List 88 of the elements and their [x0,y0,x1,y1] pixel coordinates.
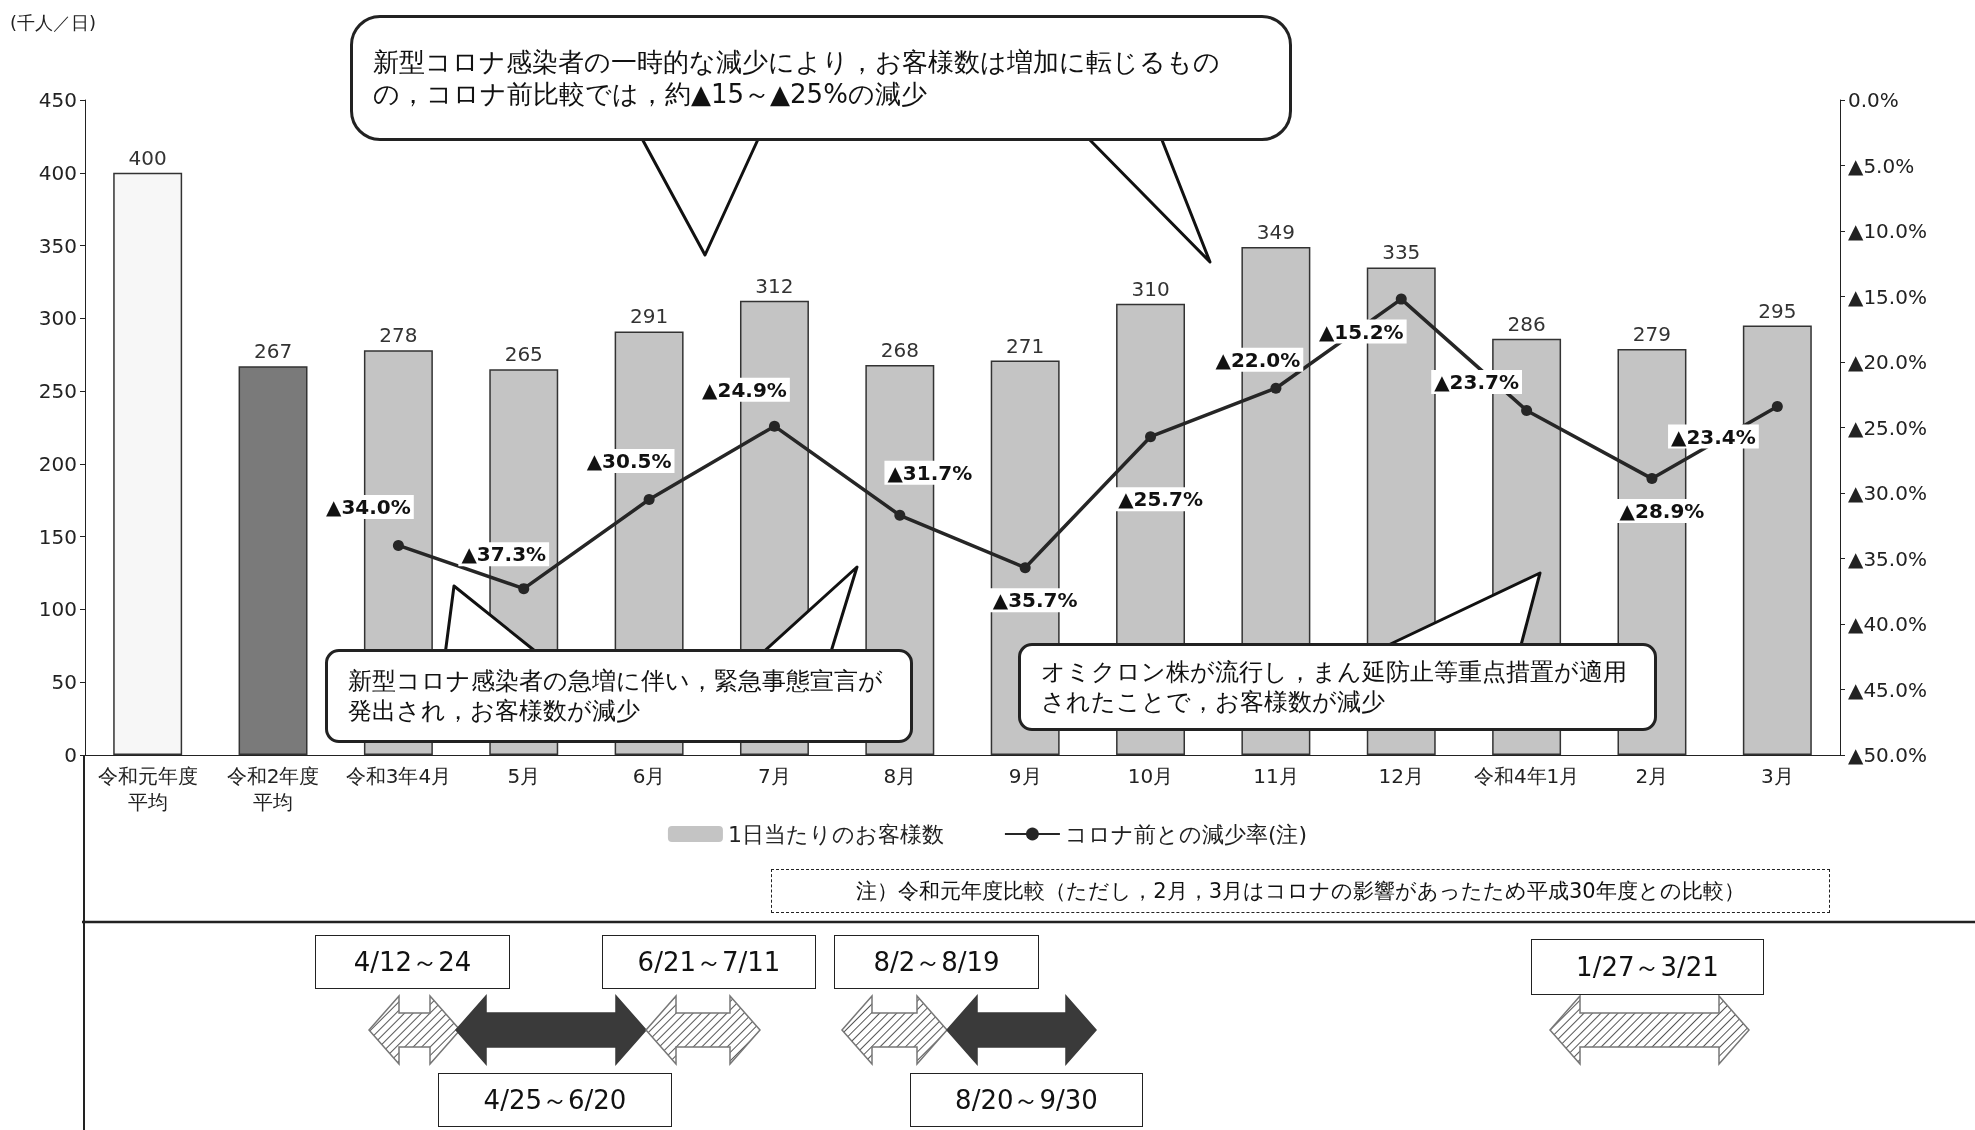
y2-tick-label: ▲45.0% [1848,677,1927,702]
y-tick-label: 250 [38,379,77,404]
bar [113,172,183,755]
x-tick-label: 令和2年度平均 [226,764,320,814]
text: 8/2～8/19 [873,945,1000,979]
data-label: 279 [1632,321,1672,346]
point [894,509,906,521]
data-label: 268 [880,337,919,362]
text: 4/12～24 [353,945,472,979]
point [1145,431,1157,443]
x-tick-label: 3月 [1760,764,1794,788]
point [518,583,530,595]
data-label: 286 [1507,311,1546,336]
data-label: 265 [504,342,543,367]
y-tick-label: 350 [38,233,77,258]
data-label: ▲34.0% [326,494,411,519]
y2-tick-label: ▲30.0% [1848,481,1927,505]
text: 注）令和元年度比較（ただし，2月，3月はコロナの影響があったため平成30年度との比較） [856,877,1745,905]
data-label: ▲24.9% [702,377,787,402]
x-tick-label: 令和4年1月 [1473,764,1580,788]
y-tick-label: 0 [64,743,77,767]
data-label: ▲23.4% [1671,424,1756,449]
legend-label: コロナ前との減少率(注) [1064,821,1308,847]
data-label: ▲23.7% [1434,369,1519,394]
data-label: 278 [379,323,418,348]
point [1395,293,1407,305]
x-tick-label: 11月 [1253,764,1299,788]
x-tick-label: 9月 [1008,764,1042,788]
x-tick-label: 8月 [883,764,917,788]
x-tick-label: 令和元年度平均 [97,764,198,814]
data-label: ▲25.7% [1118,487,1203,512]
data-label: 291 [630,304,669,329]
text: 6/21～7/11 [637,945,781,979]
x-tick-label: 10月 [1127,764,1174,788]
data-label: ▲31.7% [887,460,973,485]
y2-tick-label: ▲15.0% [1848,284,1927,309]
annotation: 新型コロナ感染者の一時的な減少により，お客様数は増加に転じるものの，コロナ前比較では，約▲15～▲25%の減少 [373,45,1221,111]
x-tick-label: 5月 [507,764,541,788]
y-tick-label: 150 [38,524,77,549]
data-label: ▲15.2% [1318,319,1404,344]
y2-tick-label: ▲40.0% [1848,612,1927,636]
text: 8/20～9/30 [955,1083,1098,1117]
x-tick-label: 6月 [632,764,666,788]
y2-tick-label: ▲35.0% [1848,546,1927,571]
point [1019,562,1031,574]
y2-tick-label: ▲25.0% [1848,415,1927,440]
point [1270,382,1282,394]
y2-tick-label: ▲10.0% [1848,219,1927,243]
point [1646,473,1658,485]
y2-tick-label: ▲20.0% [1848,350,1927,374]
point [1771,401,1783,413]
y-tick-label: 100 [38,597,77,622]
data-label: ▲22.0% [1215,347,1301,372]
y-tick-label: 400 [38,160,77,185]
point [643,494,655,506]
data-label: 349 [1256,220,1295,245]
point [392,539,404,551]
data-label: 271 [1006,333,1045,358]
data-label: ▲37.3% [461,542,547,567]
x-tick-label: 令和3年4月 [345,764,452,788]
x-tick-label: 7月 [758,764,791,788]
data-label: 400 [128,145,167,170]
point [1521,404,1533,416]
data-label: 335 [1382,240,1421,265]
y-tick-label: 50 [51,670,77,695]
y2-tick-label: 0.0% [1848,88,1899,112]
text: 1/27～3/21 [1576,950,1719,984]
point [768,420,780,432]
y-tick-label: 450 [38,88,77,112]
annotation: 新型コロナ感染者の急増に伴い，緊急事態宣言が発出され，お客様数が減少 [348,666,884,726]
data-label: ▲35.7% [992,588,1078,613]
text: 4/25～6/20 [483,1083,627,1117]
y2-tick-label: ▲5.0% [1848,153,1915,178]
legend-label: 1日当たりのお客様数 [727,821,944,847]
y-tick-label: 300 [38,306,77,331]
x-tick-label: 12月 [1378,764,1424,788]
y-axis-title: (千人／日) [10,11,97,33]
annotation: オミクロン株が流行し，まん延防止等重点措置が適用されたことで，お客様数が減少 [1041,657,1628,717]
data-label: ▲30.5% [586,449,672,474]
data-label: 295 [1758,298,1797,323]
bar [238,366,308,755]
data-label: 267 [253,339,293,364]
data-label: 312 [755,273,794,298]
y2-tick-label: ▲50.0% [1848,743,1927,767]
y-tick-label: 200 [38,451,77,476]
x-tick-label: 2月 [1635,764,1669,788]
data-label: ▲28.9% [1619,499,1705,524]
data-label: 310 [1131,276,1170,301]
